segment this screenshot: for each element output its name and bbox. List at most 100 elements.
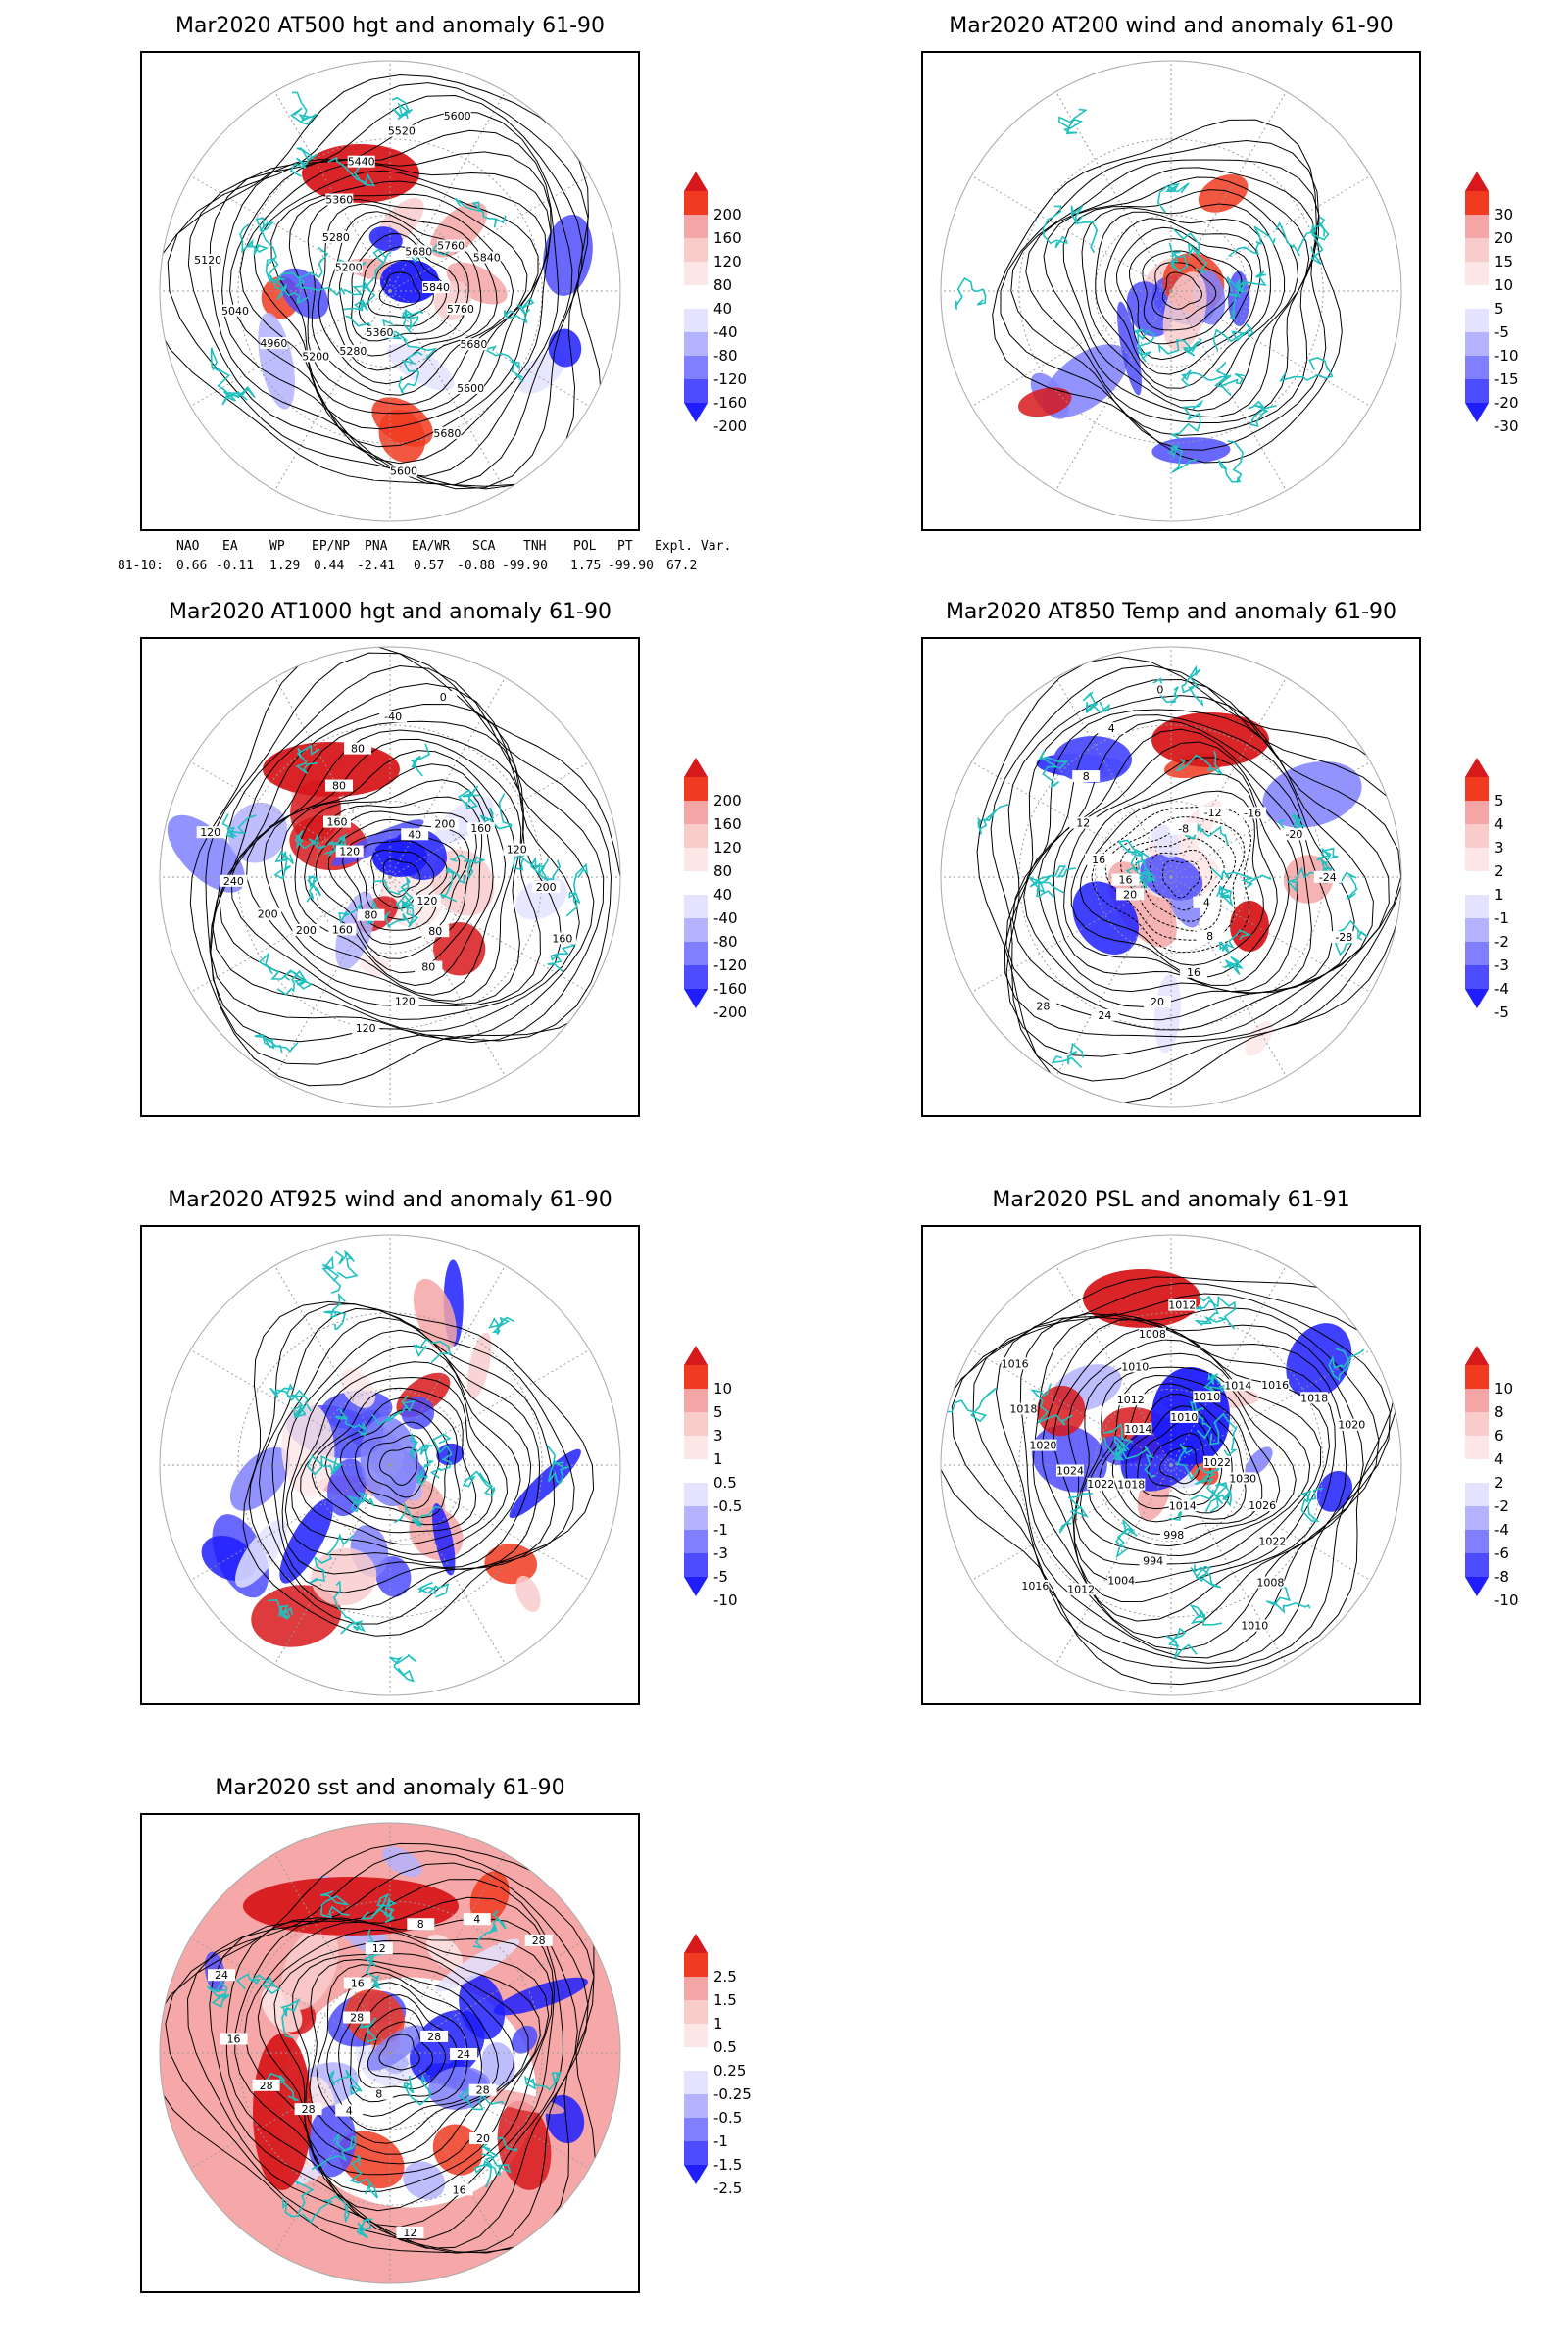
contour-label: 1004 (1107, 1574, 1135, 1587)
colorbar-swatch (1465, 1389, 1489, 1412)
contour-label-bg (429, 691, 458, 703)
p7-colorbar: 2.5 1.5 1 0.5 0.25 -0.25 -0.5 -1 -1.5 -2.5 (684, 1934, 753, 2208)
contour-line (1053, 741, 1298, 993)
colorbar-tick-label: -120 (713, 370, 748, 388)
contour-line (367, 2021, 434, 2081)
coastline (1214, 373, 1246, 397)
colorbar-swatch (684, 1506, 708, 1530)
latitude-circle (1094, 1388, 1249, 1543)
colorbar-swatch (684, 2118, 708, 2141)
contour-label: 28 (260, 2080, 273, 2092)
contour-line (1011, 714, 1355, 1021)
contour-label-bg (1121, 1360, 1150, 1373)
coastline (1265, 1587, 1311, 1614)
colorbar-swatch (1465, 1553, 1489, 1577)
streamline (1095, 211, 1271, 389)
coastline (416, 1444, 435, 1487)
contour-line (1023, 719, 1334, 1007)
contour-label: 160 (327, 816, 348, 829)
meridian-line (1170, 1464, 1371, 1581)
colorbar-swatch (684, 2024, 708, 2047)
index-value-wp: 1.29 (270, 559, 301, 573)
coastline (334, 1250, 359, 1279)
contour-label-bg (437, 239, 466, 252)
contour-label: 28 (1036, 1000, 1050, 1012)
contour-label-bg (1338, 1418, 1366, 1431)
colorbar-tick-label: 1.5 (713, 1991, 737, 2009)
colorbar-swatch (684, 309, 708, 332)
contour-label: 5680 (433, 427, 461, 440)
contour-label-bg (469, 2132, 497, 2144)
contour-label-bg (1067, 1583, 1096, 1595)
colorbar-arrow-top (684, 758, 708, 777)
coastline (1310, 221, 1330, 266)
coastline (1118, 1439, 1157, 1479)
contour-label: 5280 (339, 345, 367, 358)
contour-line (304, 796, 483, 974)
contour-line (357, 2007, 446, 2090)
meridian-line (389, 876, 506, 1077)
contour-label-bg (1168, 1499, 1197, 1512)
contour-label: 20 (476, 2132, 490, 2145)
contour-label: 80 (351, 743, 365, 756)
meridian-line (1055, 290, 1172, 491)
index-value-tnh: -99.90 (502, 559, 548, 573)
index-value-pol: 1.75 (570, 559, 602, 573)
colorbar-tick-label: -2 (1494, 933, 1509, 951)
contour-label: 1012 (1168, 1299, 1196, 1312)
coastline (349, 2154, 378, 2199)
coastline (1042, 205, 1068, 249)
meridian-line (1170, 761, 1371, 878)
colorbar-swatch (1465, 1530, 1489, 1553)
colorbar-arrow-top (684, 172, 708, 191)
coastline (301, 2195, 350, 2224)
contour-label-bg (472, 251, 501, 264)
anomaly-shading (446, 262, 508, 305)
contour-line (326, 1971, 482, 2132)
contour-label: 1016 (1021, 1580, 1049, 1592)
streamline (1043, 176, 1310, 418)
coastline (1194, 1466, 1229, 1497)
contour-label-bg (252, 2079, 280, 2091)
contour-label: 16 (351, 1978, 365, 1990)
contour-label-bg (1072, 770, 1101, 783)
coastline (1037, 750, 1069, 790)
coastline (1209, 1412, 1238, 1457)
index-row-label: 81-10: (118, 559, 164, 573)
contour-label: 0 (440, 691, 447, 704)
teleconnection-indices: NAO EA WP EP/NP PNA EA/WR SCA TNH POL PT… (118, 539, 731, 578)
contour-line (1120, 826, 1237, 932)
coastline (529, 856, 562, 881)
colorbar-swatch (684, 356, 708, 379)
contour-label-bg (294, 2103, 322, 2116)
coastline (1102, 1422, 1134, 1451)
contour-label-bg (1229, 1472, 1257, 1485)
contour-label-bg (196, 826, 224, 839)
coastline (295, 744, 320, 774)
colorbar-swatch (1465, 238, 1489, 262)
meridian-line (389, 1349, 590, 1466)
contour-label: -20 (1285, 828, 1302, 841)
colorbar-tick-label: 8 (1494, 1403, 1504, 1421)
contour-label-bg (422, 281, 450, 293)
contour-label: 994 (1143, 1555, 1163, 1568)
contour-label-bg (466, 822, 495, 835)
contour-label: 5840 (473, 252, 501, 265)
colorbar-tick-label: 1 (1494, 886, 1504, 904)
contour-label-bg (532, 881, 561, 893)
colorbar-swatch (684, 1953, 708, 1977)
contour-line (309, 1958, 515, 2155)
anomaly-shading (497, 2100, 552, 2190)
contour-line (229, 151, 552, 465)
index-header-pol: POL (573, 539, 597, 554)
colorbar-swatch (684, 1483, 708, 1506)
coastline (334, 1408, 368, 1437)
anomaly-shading (229, 1446, 290, 1511)
p1-colorbar: 200 160 120 80 40 -40 -80 -120 -160 -200 (684, 172, 753, 446)
contour-label: 28 (427, 2031, 441, 2043)
contour-label-bg (390, 465, 417, 477)
coastline (1279, 357, 1334, 382)
contour-label-bg (344, 742, 371, 755)
colorbar-tick-label: -0.25 (713, 2085, 752, 2103)
colorbar-swatch (1465, 215, 1489, 238)
